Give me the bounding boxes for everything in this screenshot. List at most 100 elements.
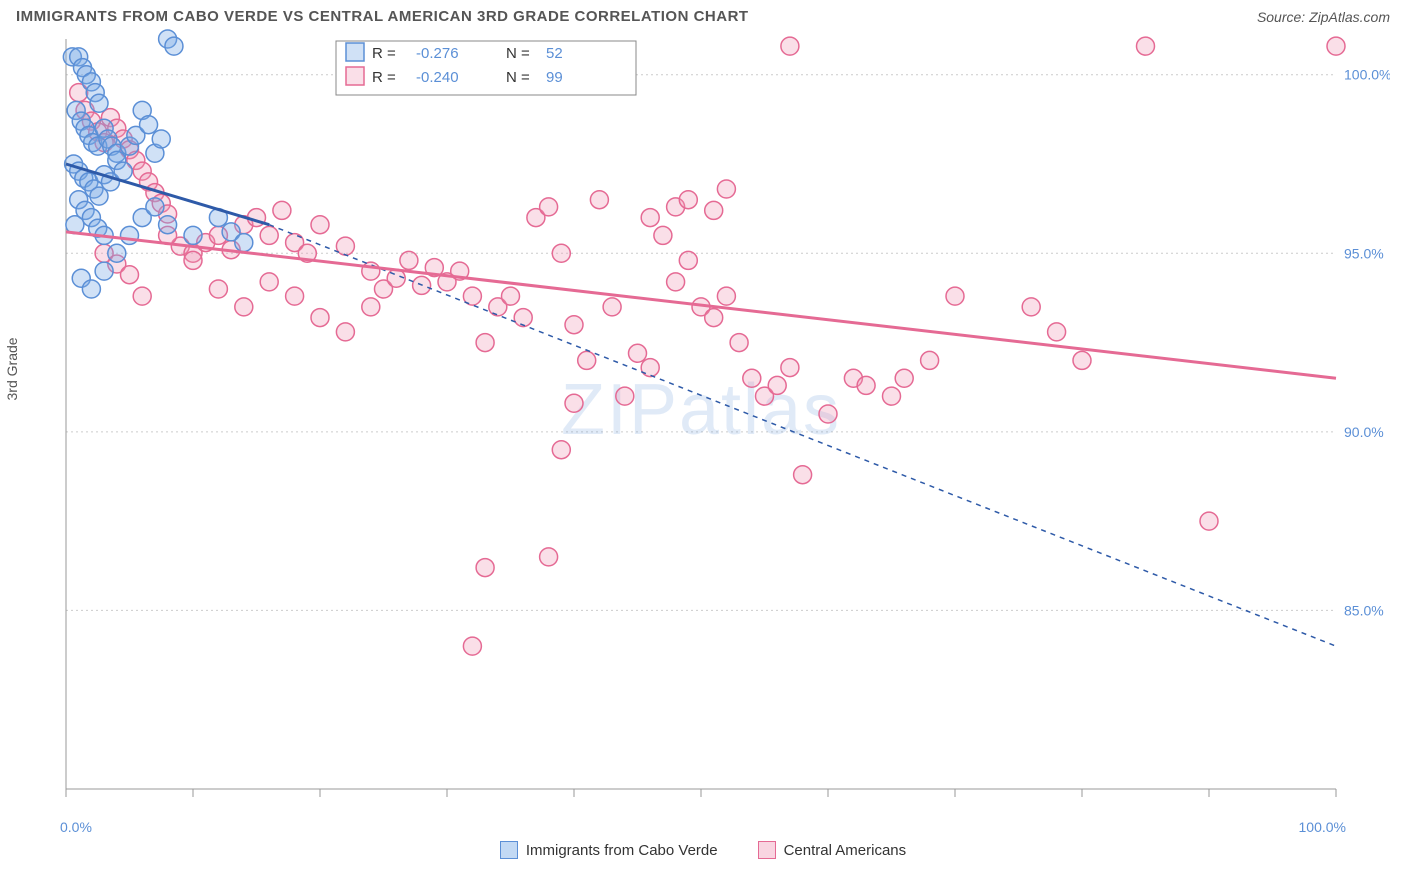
- legend-swatch-cabo: [500, 841, 518, 859]
- data-point-central: [590, 191, 608, 209]
- data-point-central: [883, 387, 901, 405]
- data-point-central: [667, 273, 685, 291]
- data-point-central: [1200, 512, 1218, 530]
- y-axis-label: 3rd Grade: [4, 337, 20, 400]
- data-point-central: [743, 369, 761, 387]
- data-point-cabo: [108, 244, 126, 262]
- data-point-central: [476, 559, 494, 577]
- data-point-central: [1073, 351, 1091, 369]
- data-point-central: [552, 244, 570, 262]
- bottom-legend: Immigrants from Cabo Verde Central Ameri…: [0, 835, 1406, 865]
- source-attribution: Source: ZipAtlas.com: [1257, 9, 1390, 25]
- data-point-central: [502, 287, 520, 305]
- correlation-scatter-chart: 85.0% 90.0% 95.0% 100.0% ZIPatlas R = -0.276 N …: [16, 29, 1390, 819]
- stats-n-label: N =: [506, 69, 530, 86]
- data-point-central: [286, 287, 304, 305]
- legend-item-cabo: Immigrants from Cabo Verde: [500, 841, 718, 859]
- data-point-central: [311, 216, 329, 234]
- data-point-cabo: [184, 226, 202, 244]
- data-point-central: [641, 359, 659, 377]
- data-point-central: [121, 266, 139, 284]
- legend-item-central: Central Americans: [758, 841, 907, 859]
- legend-swatch-central: [758, 841, 776, 859]
- data-point-cabo: [114, 162, 132, 180]
- data-point-central: [679, 191, 697, 209]
- data-point-central: [184, 251, 202, 269]
- data-point-central: [336, 323, 354, 341]
- chart-container: 3rd Grade 85.0%90.0%95.0%100.0%ZIPatlasR…: [16, 29, 1390, 819]
- data-point-central: [654, 226, 672, 244]
- legend-label-cabo: Immigrants from Cabo Verde: [526, 842, 718, 859]
- data-point-central: [717, 287, 735, 305]
- stats-n-value-central: 99: [546, 69, 563, 86]
- data-point-central: [1137, 37, 1155, 55]
- data-point-central: [730, 334, 748, 352]
- data-point-cabo: [121, 226, 139, 244]
- data-point-central: [705, 201, 723, 219]
- data-point-central: [463, 637, 481, 655]
- data-point-central: [921, 351, 939, 369]
- data-point-central: [679, 251, 697, 269]
- data-point-central: [514, 309, 532, 327]
- stats-r-label: R =: [372, 69, 396, 86]
- stats-n-label: N =: [506, 45, 530, 62]
- y-tick-label: 90.0%: [1344, 424, 1384, 440]
- data-point-cabo: [165, 37, 183, 55]
- data-point-central: [717, 180, 735, 198]
- data-point-central: [540, 198, 558, 216]
- stats-r-value-cabo: -0.276: [416, 45, 459, 62]
- data-point-central: [311, 309, 329, 327]
- data-point-cabo: [146, 198, 164, 216]
- watermark: ZIPatlas: [561, 370, 841, 450]
- data-point-cabo: [82, 280, 100, 298]
- data-point-cabo: [152, 130, 170, 148]
- trend-line-extend-cabo: [269, 225, 1336, 646]
- y-tick-label: 95.0%: [1344, 245, 1384, 261]
- data-point-central: [476, 334, 494, 352]
- data-point-central: [565, 316, 583, 334]
- data-point-central: [362, 298, 380, 316]
- data-point-central: [641, 209, 659, 227]
- data-point-central: [1022, 298, 1040, 316]
- stats-n-value-cabo: 52: [546, 45, 563, 62]
- data-point-cabo: [235, 234, 253, 252]
- data-point-central: [260, 273, 278, 291]
- data-point-central: [781, 359, 799, 377]
- data-point-central: [578, 351, 596, 369]
- data-point-central: [209, 280, 227, 298]
- data-point-cabo: [159, 216, 177, 234]
- data-point-central: [819, 405, 837, 423]
- data-point-central: [273, 201, 291, 219]
- data-point-central: [946, 287, 964, 305]
- data-point-central: [603, 298, 621, 316]
- x-axis-min: 0.0%: [60, 819, 92, 835]
- data-point-central: [552, 441, 570, 459]
- data-point-central: [616, 387, 634, 405]
- data-point-central: [133, 287, 151, 305]
- data-point-central: [794, 466, 812, 484]
- y-tick-label: 85.0%: [1344, 602, 1384, 618]
- data-point-central: [565, 394, 583, 412]
- data-point-central: [1048, 323, 1066, 341]
- legend-label-central: Central Americans: [784, 842, 907, 859]
- data-point-cabo: [140, 116, 158, 134]
- stats-swatch-central: [346, 67, 364, 85]
- x-axis-max: 100.0%: [1299, 819, 1346, 835]
- stats-swatch-cabo: [346, 43, 364, 61]
- data-point-central: [540, 548, 558, 566]
- data-point-central: [705, 309, 723, 327]
- data-point-central: [629, 344, 647, 362]
- chart-title: IMMIGRANTS FROM CABO VERDE VS CENTRAL AM…: [16, 8, 749, 25]
- data-point-cabo: [90, 94, 108, 112]
- data-point-central: [235, 298, 253, 316]
- trend-line-central: [66, 232, 1336, 378]
- data-point-central: [260, 226, 278, 244]
- x-axis-range: 0.0% 100.0%: [0, 819, 1406, 835]
- y-tick-label: 100.0%: [1344, 67, 1390, 83]
- chart-header: IMMIGRANTS FROM CABO VERDE VS CENTRAL AM…: [0, 0, 1406, 29]
- data-point-cabo: [95, 262, 113, 280]
- stats-r-label: R =: [372, 45, 396, 62]
- data-point-central: [857, 376, 875, 394]
- data-point-central: [781, 37, 799, 55]
- data-point-central: [336, 237, 354, 255]
